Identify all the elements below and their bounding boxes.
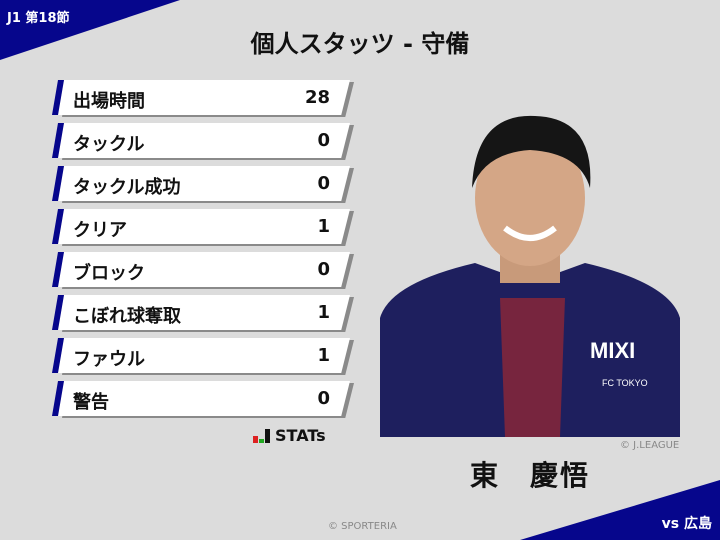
stat-row: タックル 0 (52, 123, 354, 160)
row-background (58, 166, 350, 201)
stat-value: 1 (317, 302, 330, 323)
stat-label: タックル (73, 134, 145, 155)
page-title: 個人スタッツ - 守備 (250, 30, 470, 58)
row-background (58, 338, 350, 373)
player-name: 東 慶悟 (470, 459, 591, 492)
stat-label: こぼれ球奪取 (73, 306, 181, 327)
stat-value: 28 (304, 87, 330, 108)
photo-credit: © J.LEAGUE (620, 440, 680, 451)
shirt-sponsor: MIXI (590, 338, 635, 363)
stat-row: こぼれ球奪取 1 (52, 295, 354, 332)
stat-label: ファウル (73, 349, 145, 370)
row-background (58, 381, 350, 416)
stat-value: 1 (317, 345, 330, 366)
row-background (58, 80, 350, 115)
opponent-label: vs 広島 (661, 516, 712, 532)
player-photo: MIXI FC TOKYO (380, 68, 680, 437)
stat-label: 警告 (73, 392, 109, 413)
stat-value: 0 (317, 130, 330, 151)
stat-row: クリア 1 (52, 209, 354, 246)
row-background (58, 252, 350, 287)
row-background (58, 209, 350, 244)
row-background (58, 295, 350, 330)
row-background (58, 123, 350, 158)
stats-logo: STATs (253, 426, 326, 445)
stat-row: ブロック 0 (52, 252, 354, 289)
stat-label: タックル成功 (73, 177, 181, 198)
bar-chart-icon (253, 428, 270, 443)
stat-row: タックル成功 0 (52, 166, 354, 203)
stat-value: 0 (317, 388, 330, 409)
stat-value: 0 (317, 259, 330, 280)
copyright: © SPORTERIA (328, 521, 397, 532)
stat-row: ファウル 1 (52, 338, 354, 375)
stats-logo-text: STATs (275, 426, 326, 445)
round-label: J1 第18節 (7, 11, 70, 26)
stat-row: 警告 0 (52, 381, 354, 418)
stat-row: 出場時間 28 (52, 80, 354, 117)
club-crest: FC TOKYO (602, 378, 648, 388)
stat-label: 出場時間 (73, 91, 145, 112)
stat-value: 1 (317, 216, 330, 237)
stat-label: ブロック (73, 263, 145, 284)
stat-value: 0 (317, 173, 330, 194)
stat-label: クリア (73, 220, 127, 241)
